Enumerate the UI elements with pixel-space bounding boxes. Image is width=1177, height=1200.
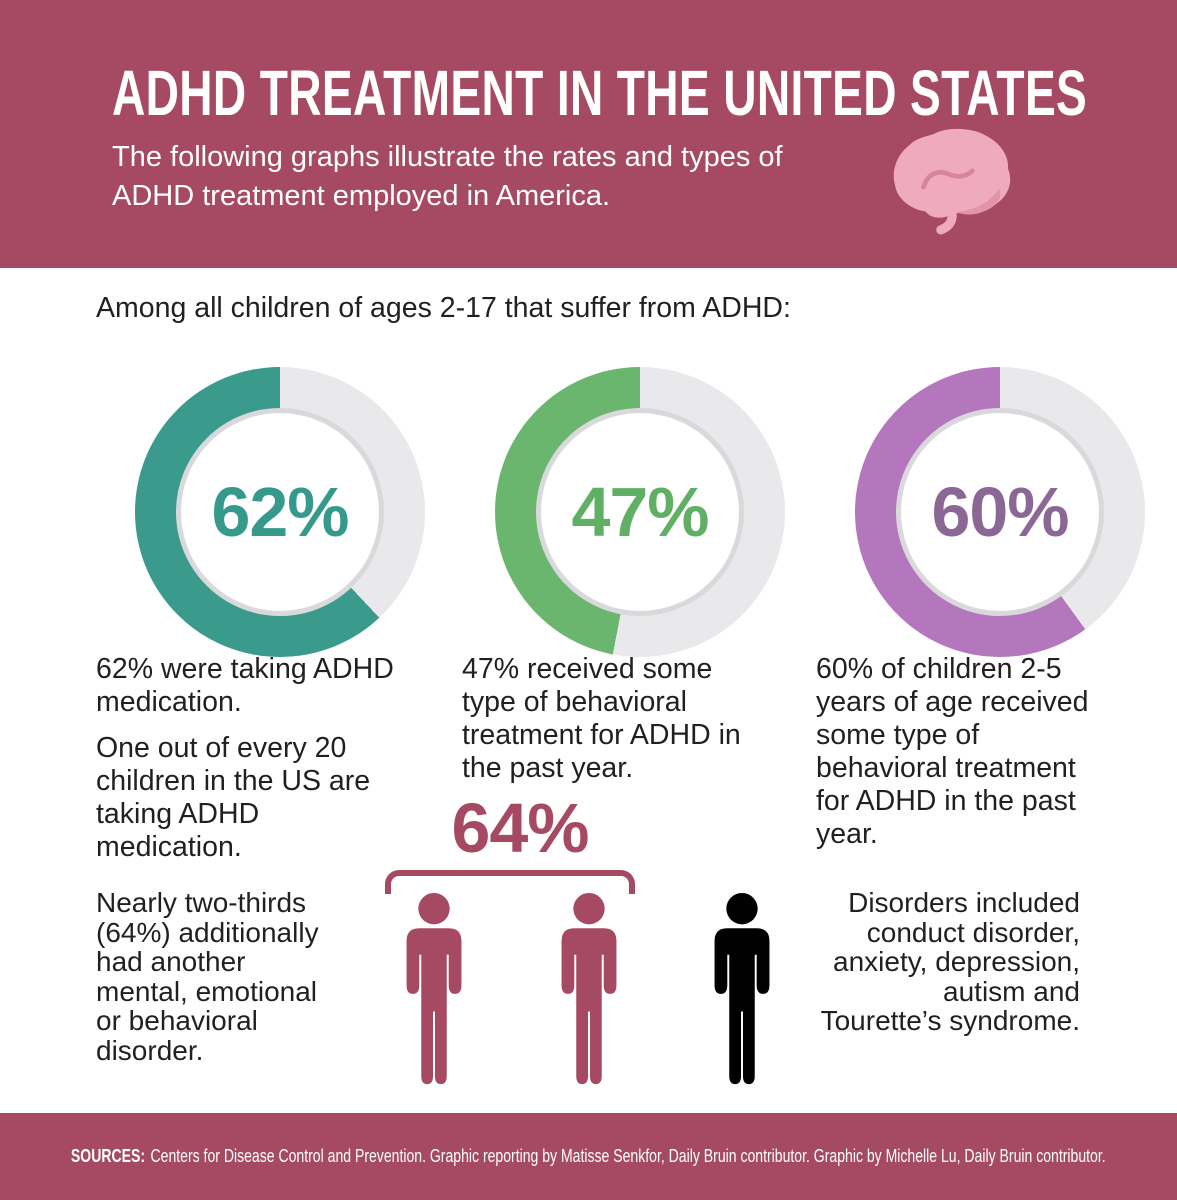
caption-text: 47% received some type of behavioral tre… bbox=[462, 653, 741, 784]
person-icon-affected-1 bbox=[406, 892, 462, 1085]
caption-text: One out of every 20 children in the US a… bbox=[96, 732, 371, 863]
sources-line: SOURCES: Centers for Disease Control and … bbox=[71, 1146, 1106, 1167]
donut-value-label: 60% bbox=[931, 473, 1069, 551]
donut-hole: 47% bbox=[536, 408, 744, 616]
donut-value-label: 47% bbox=[571, 473, 709, 551]
pictograph-left-note: Nearly two-thirds (64%) additionally had… bbox=[96, 887, 319, 1066]
donut-hole: 60% bbox=[896, 408, 1104, 616]
sources-label: SOURCES: bbox=[71, 1146, 146, 1166]
caption-column-behavioral: 47% received some type of behavioral tre… bbox=[462, 653, 762, 785]
footer-banner: SOURCES: Centers for Disease Control and … bbox=[0, 1113, 1177, 1200]
donut-value-label: 62% bbox=[211, 473, 349, 551]
caption-text: 60% of children 2-5 years of age receive… bbox=[816, 653, 1089, 850]
person-icon-other bbox=[714, 892, 770, 1085]
donut-hole: 62% bbox=[176, 408, 384, 616]
caption-text: 62% were taking ADHD medication. bbox=[96, 653, 394, 718]
intro-text: Among all children of ages 2-17 that suf… bbox=[96, 292, 791, 324]
pictograph-right-note: Disorders included conduct disorder, anx… bbox=[820, 887, 1080, 1036]
donut-chart-behavioral-treatment: 47% bbox=[495, 367, 785, 657]
donut-chart-medication: 62% bbox=[135, 367, 425, 657]
header-subtitle: The following graphs illustrate the rate… bbox=[112, 141, 783, 213]
person-icon-affected-2 bbox=[561, 892, 617, 1085]
donut-chart-behavioral-treatment-2-5: 60% bbox=[855, 367, 1145, 657]
caption-column-medication: 62% were taking ADHD medication. One out… bbox=[96, 653, 396, 864]
header-banner: ADHD TREATMENT IN THE UNITED STATES The … bbox=[0, 0, 1177, 268]
sources-text: Centers for Disease Control and Preventi… bbox=[150, 1146, 1106, 1166]
caption-column-behavioral-2-5: 60% of children 2-5 years of age receive… bbox=[816, 653, 1116, 851]
pictograph-value-label: 64% bbox=[451, 789, 589, 867]
page-title: ADHD TREATMENT IN THE UNITED STATES bbox=[112, 57, 1088, 129]
bracket-icon bbox=[385, 870, 635, 894]
brain-icon bbox=[893, 128, 1011, 235]
